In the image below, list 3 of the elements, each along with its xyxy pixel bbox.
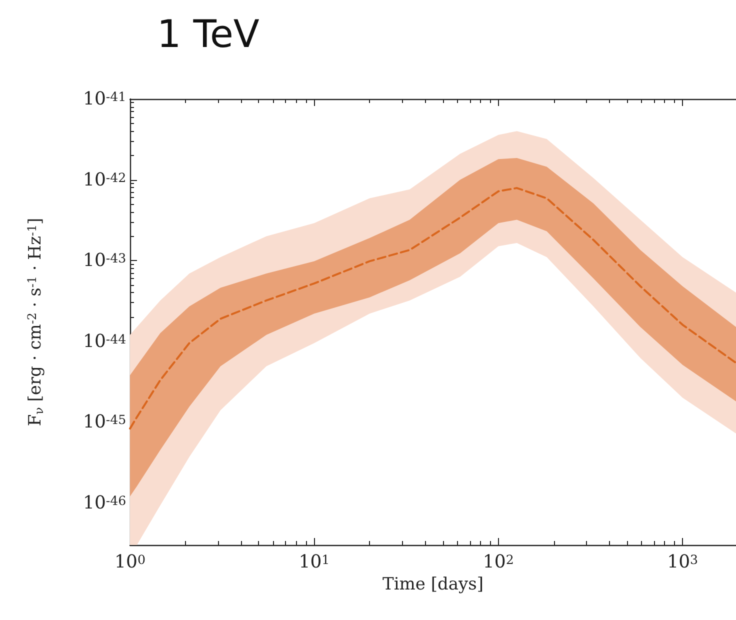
text: Fν [erg · cm-2 · s-1 · Hz-1]	[25, 218, 46, 426]
chart-title: 1 TeV	[157, 12, 260, 56]
x-axis-title: Time [days]	[382, 574, 484, 594]
